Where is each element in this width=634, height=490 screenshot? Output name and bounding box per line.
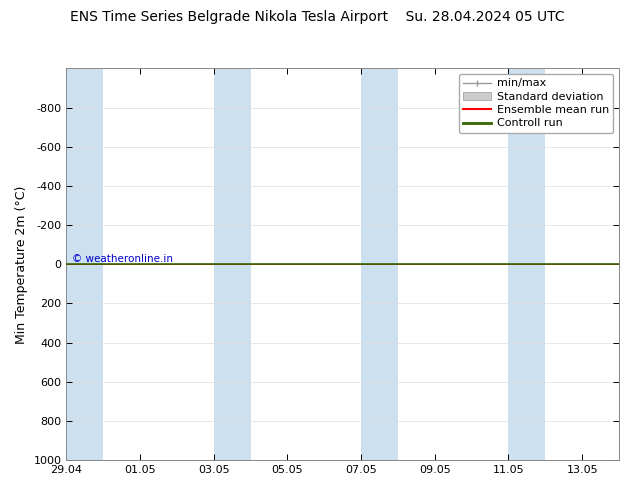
Bar (361, 69, 398, 460)
Bar (67, 69, 103, 460)
Bar (508, 69, 545, 460)
Y-axis label: Min Temperature 2m (°C): Min Temperature 2m (°C) (15, 185, 28, 343)
Legend: min/max, Standard deviation, Ensemble mean run, Controll run: min/max, Standard deviation, Ensemble me… (459, 74, 614, 133)
Text: © weatheronline.in: © weatheronline.in (72, 254, 173, 264)
Bar (214, 69, 250, 460)
Text: ENS Time Series Belgrade Nikola Tesla Airport    Su. 28.04.2024 05 UTC: ENS Time Series Belgrade Nikola Tesla Ai… (70, 10, 564, 24)
